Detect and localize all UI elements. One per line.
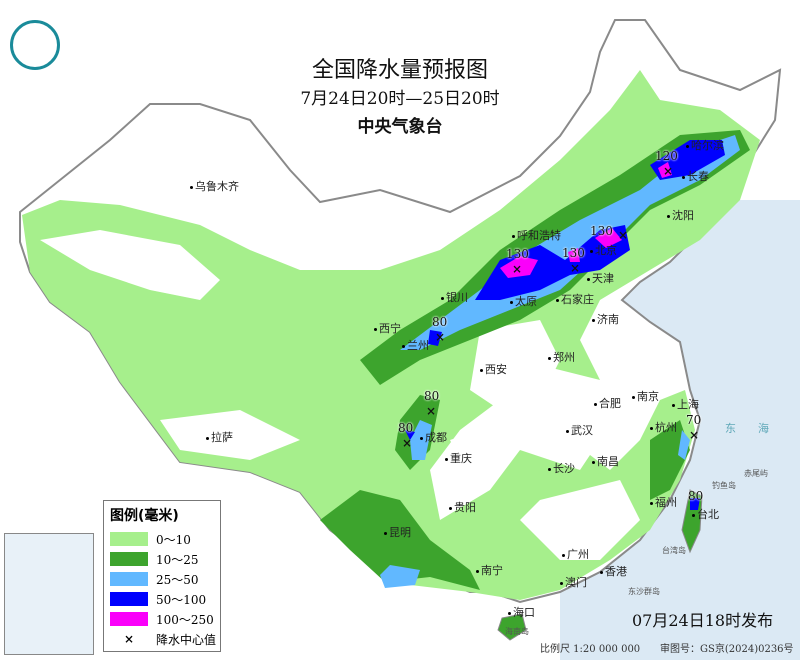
city-label: 台北 — [692, 508, 719, 521]
city-label: 西宁 — [374, 322, 401, 335]
city-label: 澳门 — [560, 576, 587, 589]
legend-label: 0～10 — [156, 532, 191, 547]
dry-zone — [40, 230, 640, 560]
issuer: 中央气象台 — [357, 117, 443, 137]
city-label: 杭州 — [650, 421, 677, 434]
precip-center-x-icon: × — [663, 164, 674, 178]
map-scale: 比例尺 1:20 000 000 — [540, 644, 641, 655]
sea-label: 东沙群岛 — [628, 587, 660, 596]
city-label: 南昌 — [592, 455, 619, 468]
legend-swatch — [110, 532, 148, 546]
city-label: 长春 — [682, 170, 709, 183]
legend-label: 100～250 — [156, 612, 214, 627]
legend-item: 10～25 — [110, 549, 220, 569]
sea-label: 海 — [758, 422, 769, 435]
precip-center-x-icon: × — [618, 228, 629, 242]
legend: 图例(毫米) 0～10 10～25 25～50 50～100 100～250 ×… — [103, 500, 221, 652]
legend-item: 100～250 — [110, 609, 220, 629]
city-label: 拉萨 — [206, 431, 233, 444]
precip-center-value: 70 — [686, 413, 702, 427]
city-label: 银川 — [441, 291, 468, 304]
legend-label: 50～100 — [156, 592, 207, 607]
legend-swatch — [110, 612, 148, 626]
legend-label: 10～25 — [156, 552, 199, 567]
city-label: 太原 — [510, 295, 537, 308]
sea-label: 海南岛 — [505, 627, 529, 636]
rain-zone-100-250 — [500, 162, 672, 278]
city-label: 兰州 — [402, 339, 429, 352]
city-label: 贵阳 — [449, 501, 476, 514]
legend-swatch — [110, 572, 148, 586]
precip-center-x-icon: × — [689, 428, 700, 442]
legend-swatch — [110, 592, 148, 606]
city-label: 上海 — [672, 398, 699, 411]
city-label: 南京 — [632, 390, 659, 403]
legend-title: 图例(毫米) — [110, 508, 179, 524]
precip-center-value: 80 — [688, 489, 704, 503]
map-title: 全国降水量预报图 — [311, 58, 488, 83]
legend-label: 降水中心值 — [156, 632, 217, 647]
cma-logo — [10, 20, 60, 70]
precip-center-value: 130 — [506, 247, 529, 261]
sea-label: 钓鱼岛 — [712, 481, 736, 490]
legend-swatch — [110, 552, 148, 566]
city-label: 石家庄 — [556, 293, 594, 306]
city-label: 西安 — [480, 363, 507, 376]
legend-item: × 降水中心值 — [110, 629, 220, 649]
city-label: 呼和浩特 — [512, 229, 561, 242]
city-label: 昆明 — [384, 526, 411, 539]
precip-center-x-icon: × — [570, 261, 581, 275]
precip-center-x-icon: × — [435, 330, 446, 344]
city-label: 南宁 — [476, 564, 503, 577]
city-label: 沈阳 — [667, 209, 694, 222]
center-x-icon: × — [123, 632, 135, 646]
precip-center-x-icon: × — [402, 436, 413, 450]
legend-label: 25～50 — [156, 572, 199, 587]
city-label: 长沙 — [548, 462, 575, 475]
city-label: 北京 — [590, 244, 617, 257]
city-label: 济南 — [592, 313, 619, 326]
city-label: 合肥 — [594, 397, 621, 410]
sea-label: 赤尾屿 — [744, 469, 768, 478]
precip-center-value: 130 — [590, 224, 613, 238]
city-label: 乌鲁木齐 — [190, 180, 239, 193]
forecast-period: 7月24日20时—25日20时 — [300, 89, 500, 109]
sea-label: 台湾岛 — [662, 546, 686, 555]
city-label: 广州 — [562, 548, 589, 561]
city-label: 郑州 — [548, 351, 575, 364]
precip-center-value: 80 — [424, 389, 440, 403]
city-label: 武汉 — [566, 424, 593, 437]
legend-item: 50～100 — [110, 589, 220, 609]
city-label: 哈尔滨 — [686, 139, 724, 152]
legend-item: 0～10 — [110, 529, 220, 549]
city-label: 成都 — [420, 431, 447, 444]
precip-center-x-icon: × — [426, 404, 437, 418]
city-label: 香港 — [600, 565, 627, 578]
issued-time: 07月24日18时发布 — [632, 611, 774, 630]
city-label: 重庆 — [445, 452, 472, 465]
precip-center-value: 80 — [398, 421, 414, 435]
south-china-sea-inset — [4, 533, 94, 655]
map-approval-number: 审图号：GS京(2024)0236号 — [660, 644, 794, 655]
city-label: 福州 — [650, 496, 677, 509]
precip-center-value: 130 — [562, 246, 585, 260]
city-label: 海口 — [508, 606, 535, 619]
city-label: 天津 — [587, 272, 614, 285]
precip-center-value: 120 — [655, 149, 678, 163]
legend-item: 25～50 — [110, 569, 220, 589]
precip-center-value: 80 — [432, 315, 448, 329]
precip-center-x-icon: × — [512, 262, 523, 276]
sea-label: 东 — [725, 422, 736, 435]
